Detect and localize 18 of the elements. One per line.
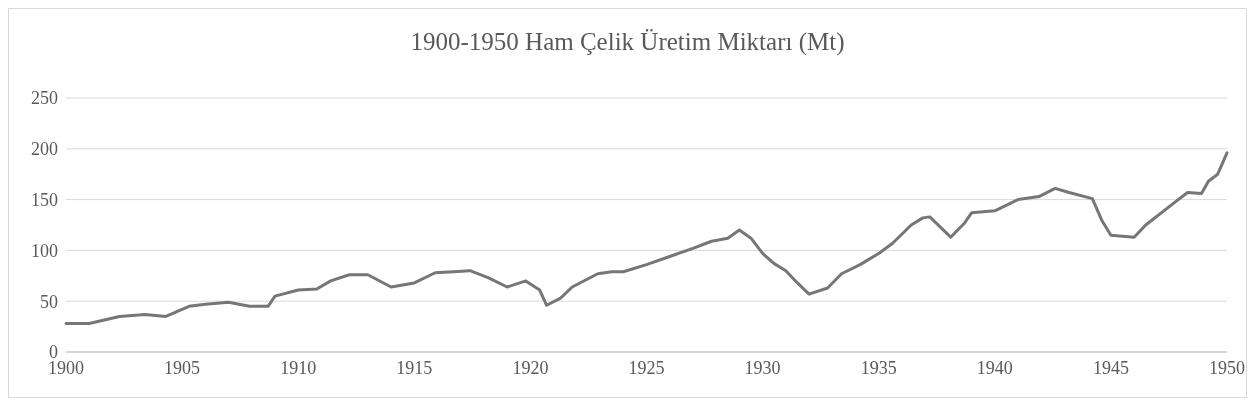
x-tick-label: 1940	[976, 358, 1013, 378]
x-tick-label: 1900	[48, 358, 84, 378]
x-tick-label: 1930	[744, 358, 781, 378]
x-tick-label: 1905	[164, 358, 201, 378]
y-tick-label: 200	[31, 139, 58, 160]
x-tick-label: 1910	[280, 358, 317, 378]
chart-title: 1900-1950 Ham Çelik Üretim Miktarı (Mt)	[410, 28, 845, 56]
y-tick-label: 250	[31, 88, 58, 109]
x-tick-label: 1925	[628, 358, 665, 378]
x-tick-label: 1915	[396, 358, 433, 378]
line-series	[64, 151, 1229, 326]
x-tick-label: 1935	[860, 358, 897, 378]
x-tick-label: 1945	[1092, 358, 1129, 378]
y-tick-label: 50	[40, 291, 58, 312]
y-tick-label: 100	[31, 240, 58, 261]
y-tick-label: 150	[31, 189, 58, 210]
x-tick-label: 1950	[1209, 358, 1245, 378]
x-tick-label: 1920	[512, 358, 549, 378]
